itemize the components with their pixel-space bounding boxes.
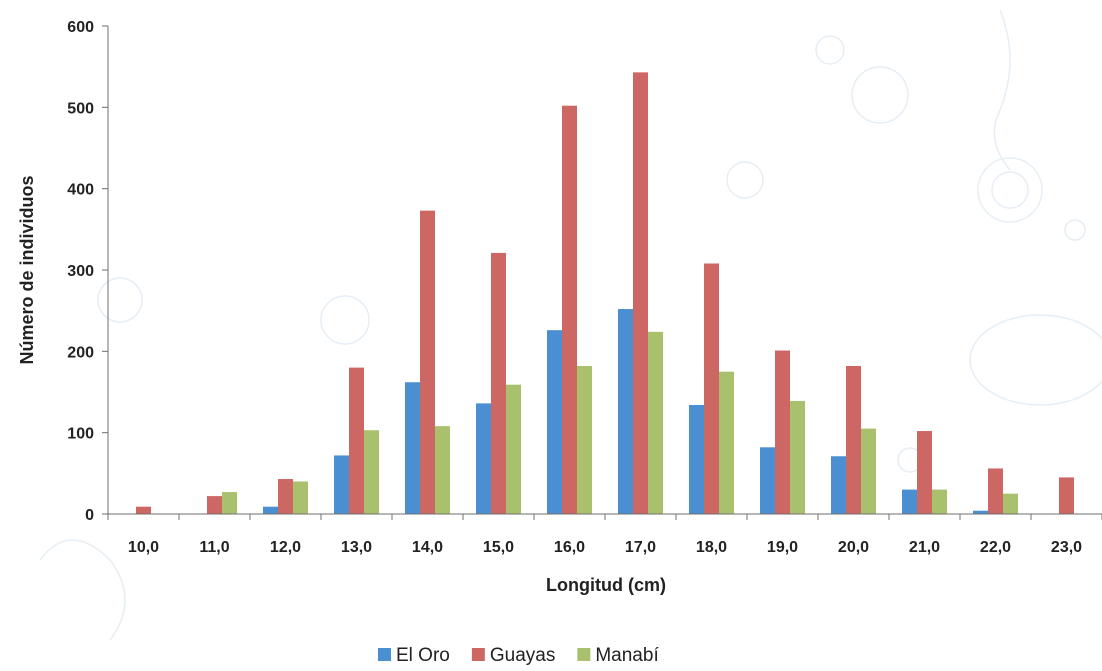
x-axis-title: Longitud (cm) — [546, 575, 666, 595]
x-tick-label: 12,0 — [270, 539, 301, 556]
y-tick-label: 100 — [67, 426, 94, 443]
legend-label-manab-: Manabí — [595, 645, 659, 666]
bar-guayas — [1059, 477, 1074, 514]
bar-guayas — [136, 506, 151, 514]
y-axis-ticks: 0 100 200 300 400 500 600 — [67, 19, 108, 524]
legend-swatch-guayas — [471, 648, 485, 661]
bar-guayas — [633, 72, 648, 515]
bar-el-oro — [689, 405, 704, 514]
x-tick-label: 16,0 — [554, 539, 585, 556]
background-decoration — [39, 9, 1102, 641]
bar-manab- — [364, 430, 379, 514]
bar-guayas — [988, 468, 1003, 514]
bar-el-oro — [902, 489, 917, 514]
legend-swatch-manab- — [577, 648, 591, 661]
bar-el-oro — [405, 382, 420, 514]
bar-el-oro — [618, 309, 633, 514]
legend: El Oro Guayas Manabí — [378, 645, 659, 666]
bar-el-oro — [831, 456, 846, 514]
bar-el-oro — [547, 330, 562, 514]
bar-guayas — [917, 431, 932, 514]
bar-manab- — [1003, 493, 1018, 514]
bar-el-oro — [334, 455, 349, 514]
x-axis-ticks: 10,0 11,0 12,0 13,0 14,0 15,0 16,0 17,0 18,0 19,0… — [107, 514, 1102, 556]
x-tick-label: 13,0 — [341, 539, 372, 556]
bar-guayas — [207, 496, 222, 514]
bar-el-oro — [760, 447, 775, 514]
legend-label-guayas: Guayas — [490, 645, 555, 666]
bar-el-oro — [263, 506, 278, 514]
bar-guayas — [278, 479, 293, 514]
x-tick-label: 19,0 — [767, 539, 798, 556]
bar-manab- — [577, 365, 592, 514]
x-tick-label: 11,0 — [199, 539, 229, 556]
y-tick-label: 600 — [67, 19, 94, 36]
legend-swatch-el-oro — [378, 648, 391, 661]
bar-manab- — [435, 426, 450, 514]
y-tick-label: 400 — [67, 182, 94, 199]
x-tick-label: 20,0 — [838, 539, 869, 556]
y-axis-title: Número de individuos — [17, 175, 37, 364]
bar-manab- — [861, 428, 876, 514]
x-tick-label: 10,0 — [128, 539, 159, 556]
bar-manab- — [293, 481, 308, 514]
bar-guayas — [491, 252, 506, 515]
bar-guayas — [420, 210, 435, 515]
y-tick-label: 0 — [85, 507, 94, 524]
bar-guayas — [349, 367, 364, 514]
bar-guayas — [562, 105, 577, 514]
bar-manab- — [932, 489, 947, 514]
bar-guayas — [704, 263, 719, 514]
x-tick-label: 15,0 — [483, 539, 514, 556]
y-tick-label: 500 — [67, 100, 94, 117]
x-tick-label: 23,0 — [1051, 539, 1082, 556]
bar-el-oro — [476, 403, 491, 514]
plot-area — [136, 72, 1074, 515]
bar-manab- — [719, 371, 734, 514]
x-tick-label: 22,0 — [980, 539, 1011, 556]
bar-manab- — [790, 400, 805, 514]
y-tick-label: 200 — [67, 344, 94, 361]
legend-label-el-oro: El Oro — [396, 645, 450, 666]
bar-manab- — [506, 384, 521, 514]
bar-manab- — [222, 492, 237, 514]
bar-guayas — [775, 350, 790, 514]
x-tick-label: 18,0 — [696, 539, 727, 556]
y-tick-label: 300 — [67, 263, 94, 280]
bar-manab- — [648, 331, 663, 514]
bar-el-oro — [973, 510, 988, 514]
bar-guayas — [846, 365, 861, 514]
x-tick-label: 14,0 — [412, 539, 443, 556]
x-tick-label: 21,0 — [909, 539, 940, 556]
x-tick-label: 17,0 — [625, 539, 656, 556]
